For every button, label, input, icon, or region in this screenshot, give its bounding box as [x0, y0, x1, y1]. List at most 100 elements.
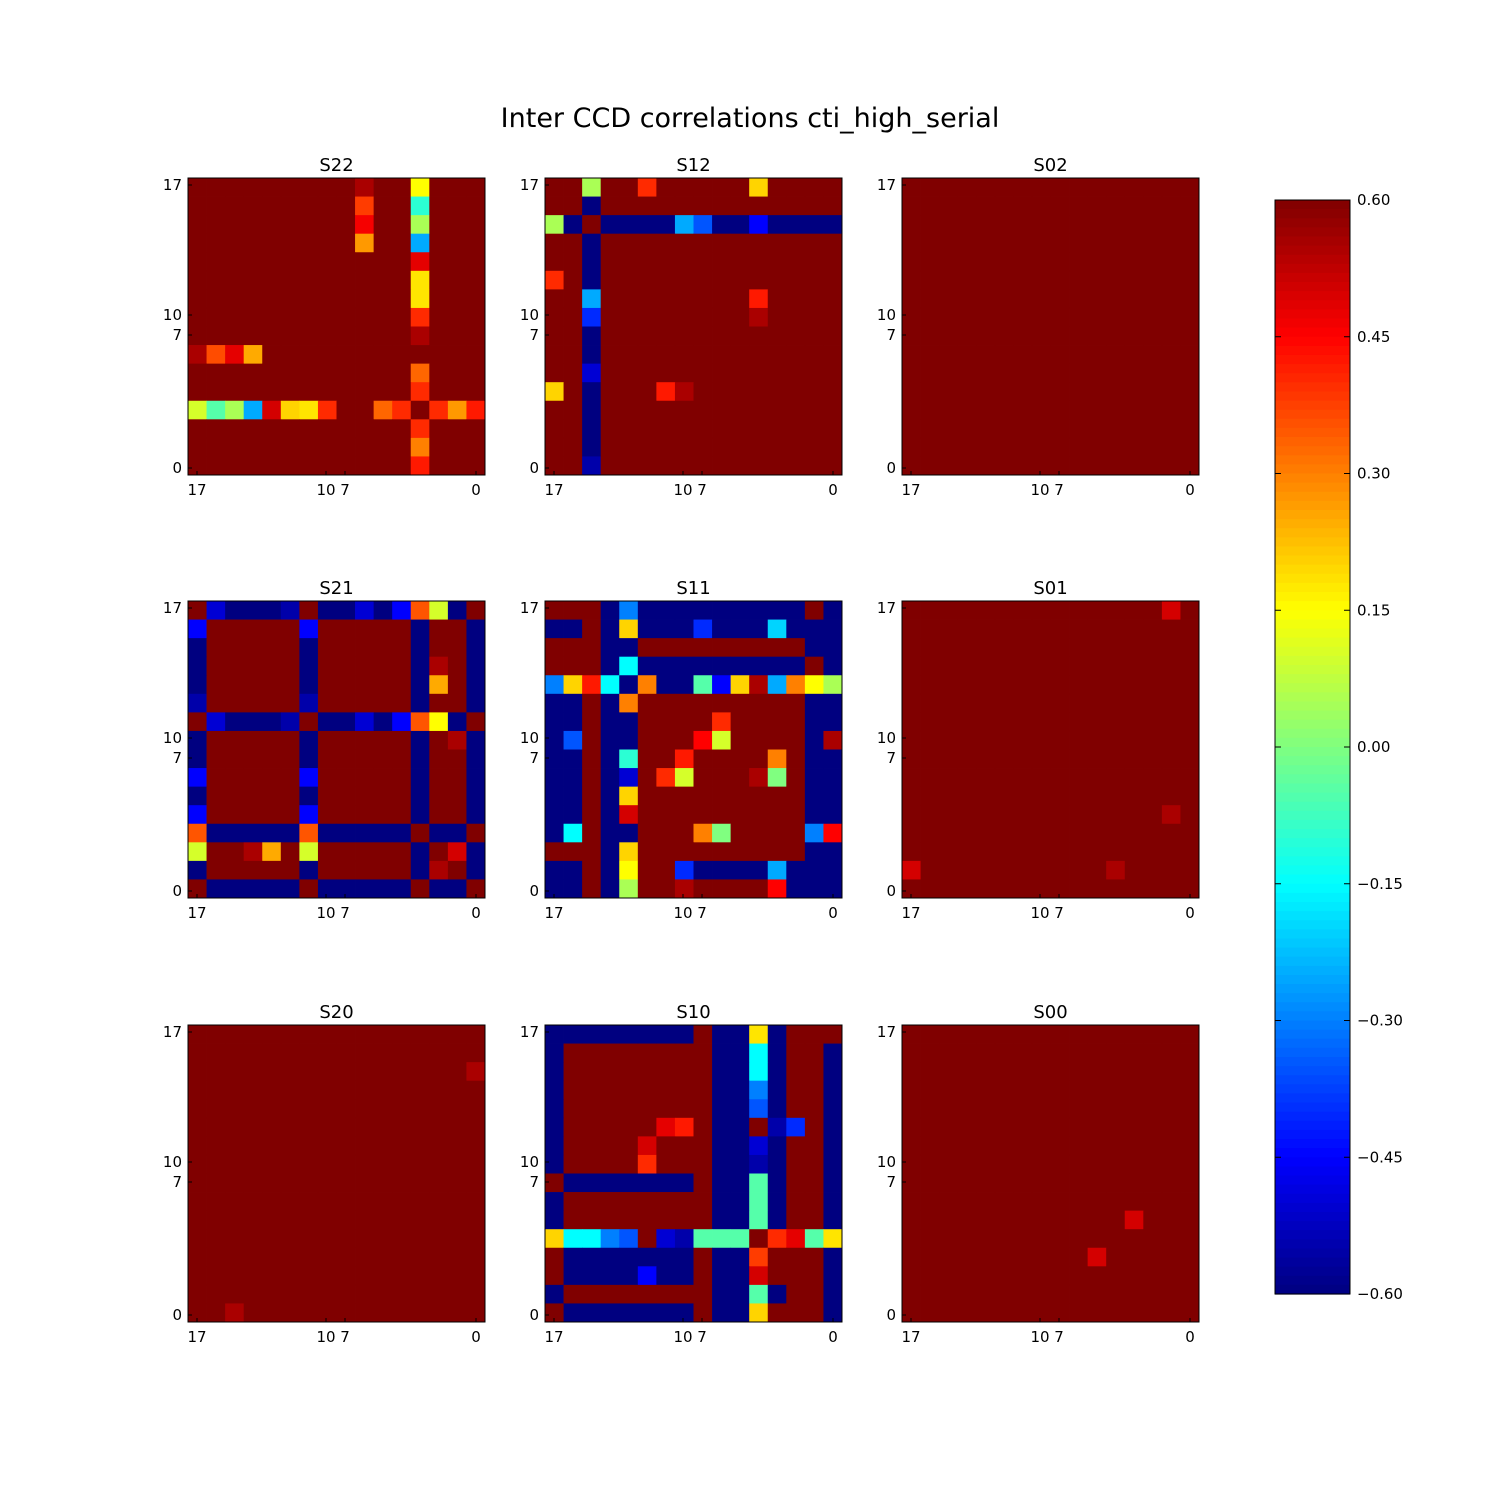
heatmap-cell	[994, 656, 1014, 676]
heatmap-cell	[410, 1266, 430, 1286]
heatmap-cell	[823, 363, 843, 383]
heatmap-cell	[656, 1210, 676, 1230]
heatmap-cell	[994, 178, 1014, 197]
heatmap-cell	[939, 768, 959, 788]
heatmap-cell	[600, 363, 620, 383]
heatmap-cell	[1106, 638, 1126, 658]
heatmap-cell	[994, 712, 1014, 732]
heatmap-cell	[730, 215, 750, 235]
heatmap-cell	[429, 252, 449, 272]
heatmap-cell	[786, 437, 806, 457]
heatmap-cell	[1069, 749, 1089, 769]
colorbar-segment	[1275, 1157, 1350, 1167]
heatmap-cell	[804, 196, 824, 216]
heatmap-cell	[466, 363, 486, 383]
heatmap-cell	[410, 382, 430, 402]
heatmap-cell	[355, 638, 375, 658]
heatmap-cell	[749, 382, 769, 402]
heatmap-cell	[1161, 363, 1181, 383]
heatmap-cell	[823, 1303, 843, 1323]
heatmap-cell	[920, 233, 940, 253]
heatmap-cell	[712, 363, 732, 383]
heatmap-cell	[1031, 601, 1051, 620]
heatmap-cell	[712, 270, 732, 290]
heatmap-cell	[637, 345, 657, 365]
colorbar-segment	[1275, 792, 1350, 803]
heatmap-cell	[447, 675, 467, 695]
heatmap-cell	[280, 805, 300, 825]
heatmap-cell	[1161, 382, 1181, 402]
heatmap-cell	[1124, 1229, 1144, 1249]
heatmap-cell	[600, 860, 620, 880]
heatmap-cell	[447, 1080, 467, 1100]
panel-title: S21	[319, 578, 353, 599]
heatmap-cell	[280, 270, 300, 290]
heatmap-cell	[1069, 363, 1089, 383]
heatmap-cell	[280, 842, 300, 862]
heatmap-cell	[1143, 307, 1163, 327]
heatmap-cell	[243, 601, 263, 620]
heatmap-cell	[994, 1173, 1014, 1193]
heatmap-cell	[637, 252, 657, 272]
heatmap-cell	[410, 601, 430, 620]
heatmap-cell	[563, 289, 583, 309]
heatmap-cell	[1161, 619, 1181, 639]
colorbar-tick-label: 0.45	[1357, 328, 1390, 346]
heatmap-cell	[823, 693, 843, 713]
heatmap-cell	[1031, 1229, 1051, 1249]
heatmap-cell	[804, 1080, 824, 1100]
heatmap-cell	[1124, 1210, 1144, 1230]
heatmap-cell	[188, 1247, 207, 1267]
heatmap-cell	[447, 1284, 467, 1304]
heatmap-cell	[1013, 1192, 1033, 1212]
heatmap-cell	[767, 1303, 787, 1323]
heatmap-cell	[392, 656, 412, 676]
heatmap-cell	[786, 1062, 806, 1082]
heatmap-cell	[563, 749, 583, 769]
heatmap-cell	[262, 749, 282, 769]
heatmap-cell	[656, 693, 676, 713]
heatmap-cell	[262, 326, 282, 346]
heatmap-cell	[994, 823, 1014, 843]
heatmap-cell	[243, 270, 263, 290]
heatmap-cell	[188, 1210, 207, 1230]
heatmap-cell	[823, 289, 843, 309]
heatmap-cell	[1124, 1154, 1144, 1174]
heatmap-cell	[1124, 1266, 1144, 1286]
heatmap-cell	[1050, 601, 1070, 620]
heatmap-cell	[392, 289, 412, 309]
heatmap-cell	[410, 1173, 430, 1193]
heatmap-cell	[804, 842, 824, 862]
heatmap-cell	[466, 879, 486, 899]
heatmap-cell	[280, 1080, 300, 1100]
heatmap-cell	[1180, 619, 1200, 639]
heatmap-cell	[920, 382, 940, 402]
heatmap-cell	[563, 382, 583, 402]
heatmap-cell	[693, 712, 713, 732]
heatmap-cell	[600, 1043, 620, 1063]
heatmap-cell	[206, 1099, 226, 1119]
heatmap-cell	[693, 233, 713, 253]
y-tick-label: 7	[529, 749, 539, 767]
heatmap-cell	[619, 326, 639, 346]
heatmap-cell	[1106, 1117, 1126, 1137]
heatmap-cell	[206, 842, 226, 862]
heatmap-cell	[373, 638, 393, 658]
heatmap-cell	[767, 419, 787, 439]
heatmap-cell	[1050, 1247, 1070, 1267]
heatmap-cell	[823, 456, 843, 476]
heatmap-cell	[730, 712, 750, 732]
heatmap-cell	[373, 619, 393, 639]
heatmap-cell	[188, 270, 207, 290]
heatmap-cell	[373, 1043, 393, 1063]
heatmap-cell	[299, 252, 319, 272]
heatmap-cell	[656, 178, 676, 197]
heatmap-cell	[429, 215, 449, 235]
heatmap-cell	[939, 252, 959, 272]
heatmap-cell	[262, 712, 282, 732]
heatmap-cell	[1050, 289, 1070, 309]
heatmap-cell	[693, 768, 713, 788]
heatmap-cell	[1069, 270, 1089, 290]
heatmap-cell	[299, 345, 319, 365]
colorbar-segment	[1275, 491, 1350, 502]
